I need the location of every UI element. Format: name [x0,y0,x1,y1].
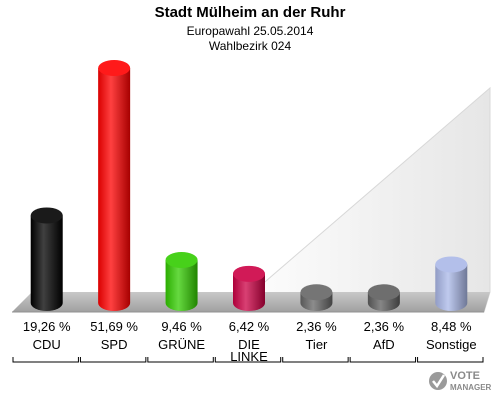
axis-bracket-tier [282,357,349,363]
axis-bracket-afd [349,357,417,363]
bar-tier [300,284,333,311]
vote-manager-logo-mark: VOTE MANAGER [429,370,492,392]
bar-gr-ne-cap [165,251,198,268]
bar-cdu-cap [30,207,63,224]
bar-gr-ne-body [165,259,198,311]
bar-die-linke [233,265,265,311]
election-subtitle: Europawahl 25.05.2014 [186,24,314,38]
bar-cdu-body [30,215,63,311]
value-label-die-linke: 6,42 % [229,319,270,334]
bar-series [30,60,468,311]
logo-line-2: MANAGER [450,383,492,392]
category-label-afd: AfD [373,337,395,352]
bar-spd [98,60,131,311]
category-label-die-linke-2: LINKE [230,349,268,364]
value-label-cdu: 19,26 % [23,319,71,334]
category-label-tier: Tier [305,337,328,352]
category-label-sonstige: Sonstige [426,337,477,352]
value-label-afd: 2,36 % [364,319,405,334]
bar-sonstige-body [435,264,468,311]
value-labels: 19,26 % 51,69 % 9,46 % 6,42 % 2,36 % 2,36 % 8,… [23,319,472,334]
category-label-spd: SPD [101,337,128,352]
category-label-cdu: CDU [33,337,61,352]
logo-line-1: VOTE [450,370,480,382]
bar-die-linke-cap [233,265,265,282]
axis-bracket-spd [79,357,147,363]
bar-afd [367,284,400,311]
chart-title: Stadt Mülheim an der Ruhr [154,4,346,21]
bar-gr-ne [165,251,198,311]
bar-tier-cap [300,284,333,301]
bar-cdu [30,207,63,311]
axis-bracket-gr-ne [147,357,214,363]
axis-bracket-die-linke [214,357,282,363]
bar-sonstige-cap [435,256,468,273]
district-label: Wahlbezirk 024 [208,39,292,53]
axis-bracket-cdu [12,357,79,363]
category-label-gr-ne: GRÜNE [158,337,205,352]
bar-spd-cap [98,60,131,76]
value-label-sonstige: 8,48 % [431,319,472,334]
value-label-spd: 51,69 % [90,319,138,334]
value-label-tier: 2,36 % [296,319,337,334]
bar-spd-body [98,68,131,311]
vote-manager-logo: VOTE MANAGER [428,366,496,396]
bar-die-linke-body [233,273,265,311]
value-label-gr-ne: 9,46 % [161,319,202,334]
axis-bracket-sonstige [417,357,484,363]
bar-sonstige [435,256,468,311]
bar-afd-cap [367,284,400,301]
category-label-die-linke-1: DIE [238,337,260,352]
